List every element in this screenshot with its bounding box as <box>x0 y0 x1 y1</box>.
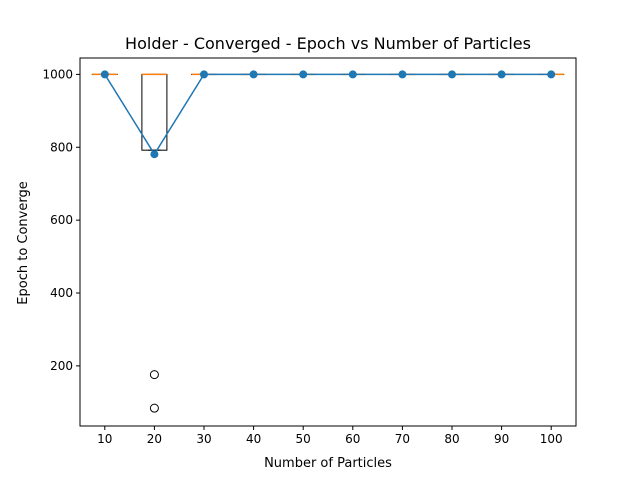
x-tick-label-30: 30 <box>196 432 211 446</box>
y-axis-label: Epoch to Converge <box>16 181 31 304</box>
x-tick-label-100: 100 <box>540 432 563 446</box>
y-tick-label-1000: 1000 <box>42 67 73 81</box>
mean-point-70 <box>398 70 407 79</box>
mean-point-10 <box>100 70 109 79</box>
mean-point-50 <box>299 70 308 79</box>
x-tick-label-70: 70 <box>395 432 410 446</box>
y-tick-label-600: 600 <box>50 213 73 227</box>
mean-line <box>104 73 552 156</box>
x-tick-label-10: 10 <box>97 432 112 446</box>
plot-area: 10 20 30 40 50 60 70 80 90 100 200 400 600 800 1000 <box>42 57 577 446</box>
x-tick-label-40: 40 <box>246 432 261 446</box>
y-tick-label-800: 800 <box>50 140 73 154</box>
mean-point-90 <box>497 70 506 79</box>
x-tick-label-60: 60 <box>345 432 360 446</box>
y-tick-label-400: 400 <box>50 286 73 300</box>
x-tick-label-90: 90 <box>494 432 509 446</box>
x-tick-label-80: 80 <box>444 432 459 446</box>
mean-point-40 <box>249 70 258 79</box>
mean-point-100 <box>547 70 556 79</box>
axes-frame <box>79 57 577 427</box>
x-axis-label: Number of Particles <box>264 456 392 471</box>
outlier-20-0 <box>149 370 159 380</box>
mean-point-30 <box>200 70 208 79</box>
mean-point-60 <box>348 70 357 79</box>
outlier-20-1 <box>149 403 159 413</box>
mean-point-80 <box>448 70 456 79</box>
mean-point-20 <box>150 150 159 159</box>
chart-title: Holder - Converged - Epoch vs Number of … <box>125 34 531 53</box>
y-tick-label-200: 200 <box>50 359 73 373</box>
x-tick-label-20: 20 <box>147 432 162 446</box>
x-tick-label-50: 50 <box>296 432 311 446</box>
